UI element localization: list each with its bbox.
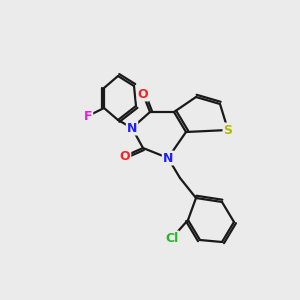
Text: S: S [224,124,232,136]
Text: Cl: Cl [165,232,178,244]
Text: O: O [120,149,130,163]
Text: O: O [138,88,148,100]
Text: N: N [163,152,173,164]
Text: F: F [84,110,92,122]
Text: N: N [127,122,137,134]
